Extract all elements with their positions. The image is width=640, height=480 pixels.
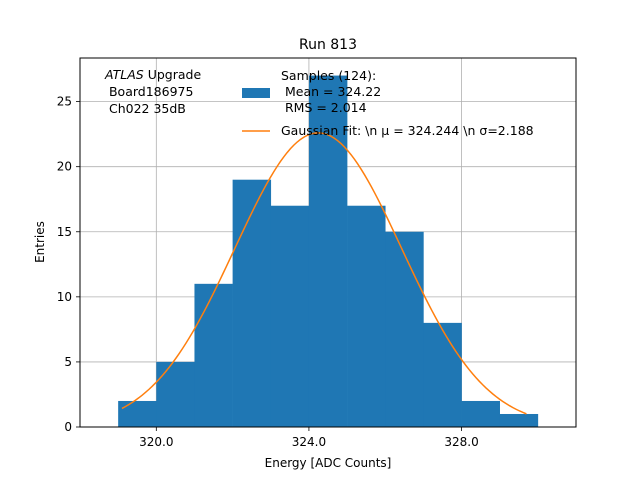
y-axis-label: Entries (33, 221, 47, 263)
legend: Samples (124): Mean = 324.22 RMS = 2.014… (242, 68, 534, 138)
legend-samples-count: Samples (124): (281, 68, 376, 83)
gaussian-fit-line (121, 132, 527, 415)
histogram-bar-8 (423, 322, 462, 427)
legend-samples-swatch (242, 88, 270, 98)
y-tick-label-0: 0 (64, 420, 72, 434)
annotation-board: Board186975 (105, 84, 193, 99)
y-axis-ticks: 0 5 10 15 20 25 (57, 95, 80, 434)
histogram-bar-10 (499, 413, 539, 427)
annotation-channel: Ch022 35dB (105, 101, 186, 116)
annotation-line-1: ATLAS Upgrade (104, 67, 201, 82)
histogram-bar-2 (194, 283, 233, 427)
y-tick-label-1: 5 (64, 355, 72, 369)
histogram-bar-1 (156, 361, 195, 427)
x-tick-label-1: 324.0 (292, 435, 326, 449)
y-tick-label-3: 15 (57, 225, 72, 239)
y-tick-label-5: 25 (57, 95, 72, 109)
histogram-bar-7 (385, 231, 424, 427)
histogram-bar-4 (270, 205, 310, 427)
experiment-tag: Upgrade (144, 67, 202, 82)
x-axis-ticks: 320.0 324.0 328.0 (139, 427, 479, 449)
plot-frame (79, 57, 577, 428)
histogram-bar-6 (347, 205, 386, 427)
histogram-bars (118, 75, 539, 428)
experiment-name: ATLAS (104, 67, 144, 82)
chart-title: Run 813 (299, 37, 357, 53)
histogram-bar-0 (118, 400, 157, 427)
y-tick-label-2: 10 (57, 290, 72, 304)
atlas-annotation: ATLAS Upgrade Board186975 Ch022 35dB (104, 67, 201, 116)
histogram-bar-3 (232, 179, 272, 427)
legend-fit-label: Gaussian Fit: \n μ = 324.244 \n σ=2.188 (281, 123, 534, 138)
histogram-bar-9 (461, 400, 500, 427)
legend-samples-rms: RMS = 2.014 (281, 100, 367, 115)
x-axis-label: Energy [ADC Counts] (265, 456, 392, 470)
x-tick-label-0: 320.0 (139, 435, 173, 449)
y-tick-label-4: 20 (57, 160, 72, 174)
legend-samples-mean: Mean = 324.22 (281, 84, 381, 99)
x-tick-label-2: 328.0 (444, 435, 478, 449)
